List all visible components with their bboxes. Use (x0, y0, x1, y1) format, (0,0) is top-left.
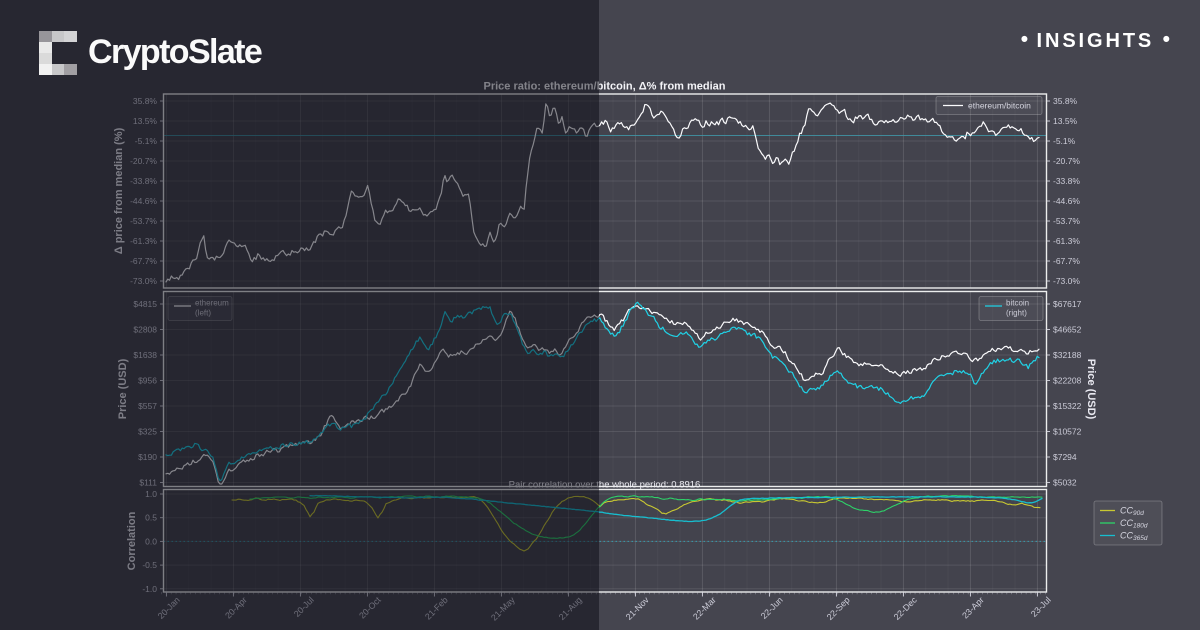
svg-text:-0.5: -0.5 (142, 560, 157, 570)
svg-text:21-Nov: 21-Nov (624, 594, 652, 622)
svg-text:Price (USD): Price (USD) (1085, 359, 1097, 420)
svg-text:CC365d: CC365d (1120, 531, 1148, 543)
svg-text:$111: $111 (139, 478, 157, 488)
svg-text:-73.0%: -73.0% (1053, 276, 1080, 286)
svg-text:Correlation: Correlation (126, 511, 138, 570)
svg-text:35.8%: 35.8% (133, 96, 158, 106)
svg-text:-53.7%: -53.7% (130, 216, 157, 226)
svg-text:-61.3%: -61.3% (1053, 236, 1080, 246)
svg-text:$10572: $10572 (1053, 427, 1082, 437)
svg-text:$46652: $46652 (1053, 325, 1082, 335)
svg-text:bitcoin: bitcoin (1006, 299, 1029, 308)
svg-text:-5.1%: -5.1% (135, 136, 158, 146)
svg-text:(right): (right) (1006, 309, 1027, 318)
svg-text:22-Dec: 22-Dec (892, 594, 920, 622)
svg-text:-33.8%: -33.8% (1053, 176, 1080, 186)
svg-text:$190: $190 (138, 452, 157, 462)
svg-text:ethereum: ethereum (195, 299, 229, 308)
svg-text:35.8%: 35.8% (1053, 96, 1078, 106)
svg-text:-20.7%: -20.7% (1053, 156, 1080, 166)
svg-text:$32188: $32188 (1053, 350, 1082, 360)
svg-text:-44.6%: -44.6% (130, 196, 157, 206)
svg-text:Δ price from median (%): Δ price from median (%) (113, 127, 125, 254)
svg-text:$1638: $1638 (133, 350, 157, 360)
svg-text:-1.0: -1.0 (142, 584, 157, 594)
svg-text:22-Sep: 22-Sep (825, 595, 852, 622)
svg-text:23-Jul: 23-Jul (1029, 595, 1053, 619)
svg-text:-53.7%: -53.7% (1053, 216, 1080, 226)
svg-text:$7294: $7294 (1053, 452, 1077, 462)
svg-text:$67617: $67617 (1053, 299, 1082, 309)
svg-text:Price ratio: ethereum/bitcoin,: Price ratio: ethereum/bitcoin, Δ% from m… (483, 81, 725, 93)
svg-text:Price (USD): Price (USD) (117, 358, 129, 419)
svg-text:-61.3%: -61.3% (130, 236, 157, 246)
svg-text:-73.0%: -73.0% (130, 276, 157, 286)
svg-text:$956: $956 (138, 376, 157, 386)
svg-text:ethereum/bitcoin: ethereum/bitcoin (968, 101, 1031, 111)
svg-text:CC90d: CC90d (1120, 506, 1144, 518)
svg-text:$15322: $15322 (1053, 401, 1082, 411)
svg-text:$557: $557 (138, 401, 157, 411)
svg-text:0.5: 0.5 (145, 513, 157, 523)
svg-text:-20.7%: -20.7% (130, 156, 157, 166)
svg-text:-67.7%: -67.7% (130, 256, 157, 266)
svg-text:0.0: 0.0 (145, 536, 157, 546)
svg-text:-33.8%: -33.8% (130, 176, 157, 186)
svg-text:$325: $325 (138, 427, 157, 437)
svg-text:CC180d: CC180d (1120, 518, 1148, 530)
svg-text:$22208: $22208 (1053, 376, 1082, 386)
svg-text:22-Mar: 22-Mar (691, 595, 718, 622)
svg-text:-5.1%: -5.1% (1053, 136, 1076, 146)
svg-text:$5032: $5032 (1053, 478, 1077, 488)
svg-text:-44.6%: -44.6% (1053, 196, 1080, 206)
svg-text:22-Jun: 22-Jun (759, 595, 785, 621)
svg-text:Pair correlation over the whol: Pair correlation over the whole period: … (509, 480, 701, 491)
svg-text:$2808: $2808 (133, 325, 157, 335)
svg-text:1.0: 1.0 (145, 489, 157, 499)
svg-text:-67.7%: -67.7% (1053, 256, 1080, 266)
svg-text:$4815: $4815 (133, 299, 157, 309)
svg-text:13.5%: 13.5% (1053, 116, 1078, 126)
svg-text:23-Apr: 23-Apr (960, 595, 986, 621)
svg-text:13.5%: 13.5% (133, 116, 158, 126)
svg-text:(left): (left) (195, 309, 211, 318)
